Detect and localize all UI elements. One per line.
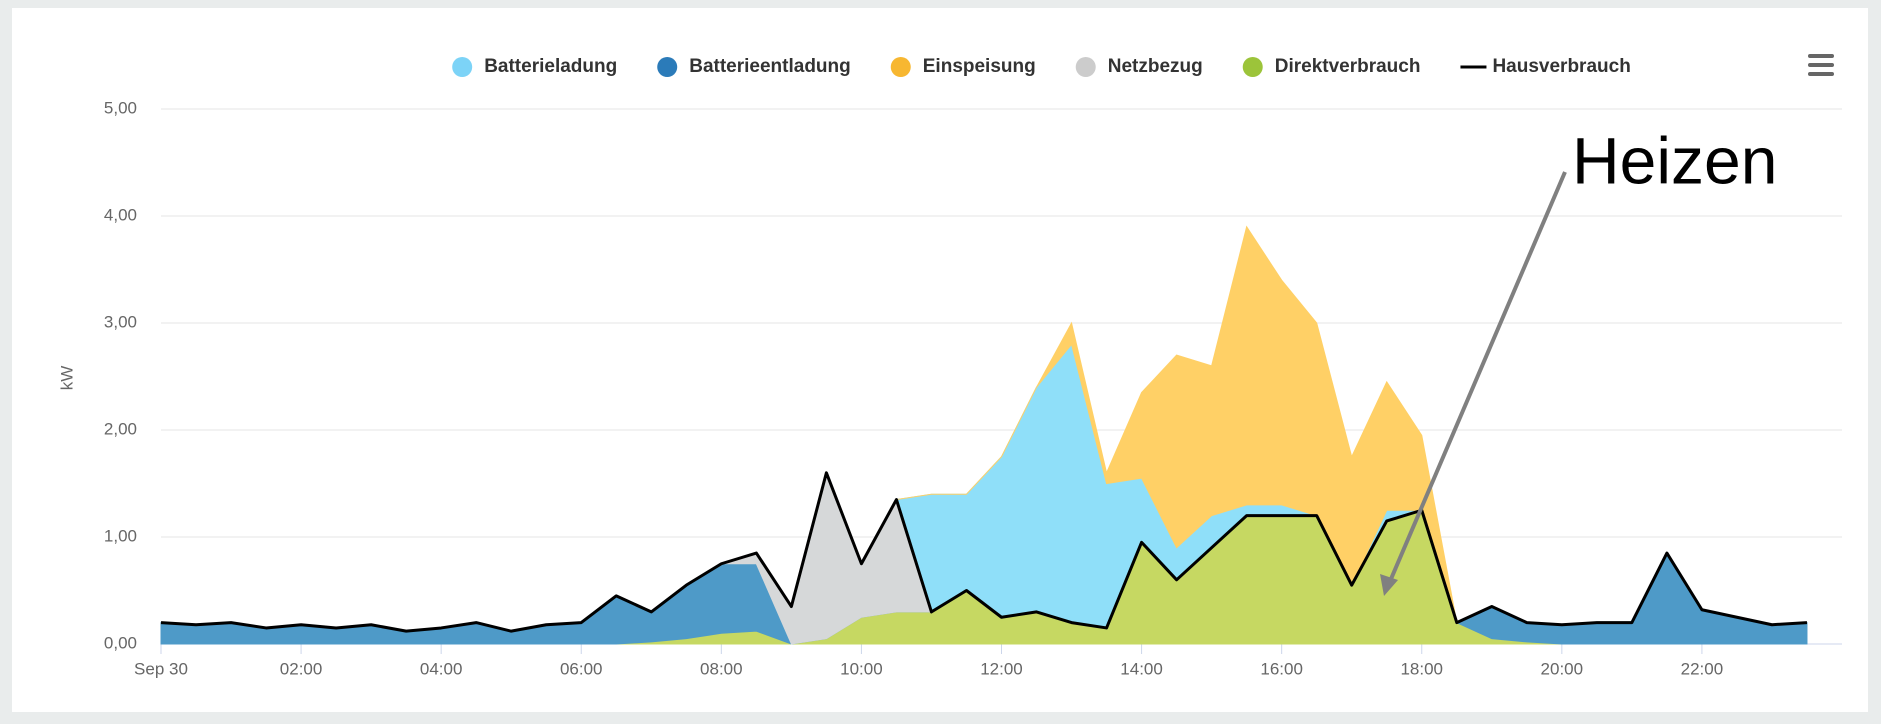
legend: Batterieladung Batterieentladung Einspeisu… <box>452 56 1631 77</box>
legend-item[interactable]: Hausverbrauch <box>1460 56 1631 77</box>
menu-icon[interactable] <box>1808 54 1834 76</box>
legend-item[interactable]: Einspeisung <box>890 56 1036 77</box>
line <box>160 471 1808 633</box>
legend-item[interactable]: Direktverbrauch <box>1242 56 1421 77</box>
x-tick-label: 12:00 <box>980 659 1023 678</box>
legend-label: Einspeisung <box>923 56 1036 77</box>
y-tick-label: 0,00 <box>104 633 137 652</box>
menu-bar <box>1808 63 1834 67</box>
y-tick-label: 5,00 <box>104 98 137 117</box>
y-tick-label: 4,00 <box>104 205 137 224</box>
x-tick-label: 04:00 <box>420 659 463 678</box>
legend-label: Batterieentladung <box>689 56 851 77</box>
legend-label: Batterieladung <box>484 56 617 77</box>
x-tick-label: 10:00 <box>840 659 883 678</box>
legend-symbol <box>657 57 678 77</box>
x-tick-label: 14:00 <box>1120 659 1163 678</box>
x-tick-label: 16:00 <box>1260 659 1303 678</box>
annotation-arrow <box>1386 171 1567 587</box>
legend-symbol <box>890 57 911 77</box>
y-tick-label: 2,00 <box>104 419 137 438</box>
annotation-arrowhead <box>1380 574 1398 596</box>
y-tick-label: 3,00 <box>104 312 137 331</box>
legend-label: Direktverbrauch <box>1275 56 1421 77</box>
x-tick-label: 02:00 <box>280 659 323 678</box>
x-tick-label: 22:00 <box>1681 659 1724 678</box>
x-tick-label: Sep 30 <box>134 659 188 678</box>
legend-item[interactable]: Batterieentladung <box>657 56 851 77</box>
legend-symbol <box>1242 57 1263 77</box>
legend-label: Hausverbrauch <box>1492 56 1630 77</box>
x-tick-label: 06:00 <box>560 659 603 678</box>
x-tick-label: 18:00 <box>1400 659 1443 678</box>
legend-symbol <box>452 57 473 77</box>
annotation: Heizen <box>1572 123 1777 197</box>
x-tick-label: 08:00 <box>700 659 743 678</box>
legend-label: Netzbezug <box>1108 56 1203 77</box>
legend-symbol <box>1075 57 1096 77</box>
legend-item[interactable]: Batterieladung <box>452 56 617 77</box>
menu-bar <box>1808 72 1834 76</box>
x-tick-label: 20:00 <box>1541 659 1584 678</box>
legend-item[interactable]: Netzbezug <box>1075 56 1203 77</box>
menu-bar <box>1808 54 1834 58</box>
y-axis-label: kW <box>57 366 76 391</box>
y-tick-label: 1,00 <box>104 526 137 545</box>
